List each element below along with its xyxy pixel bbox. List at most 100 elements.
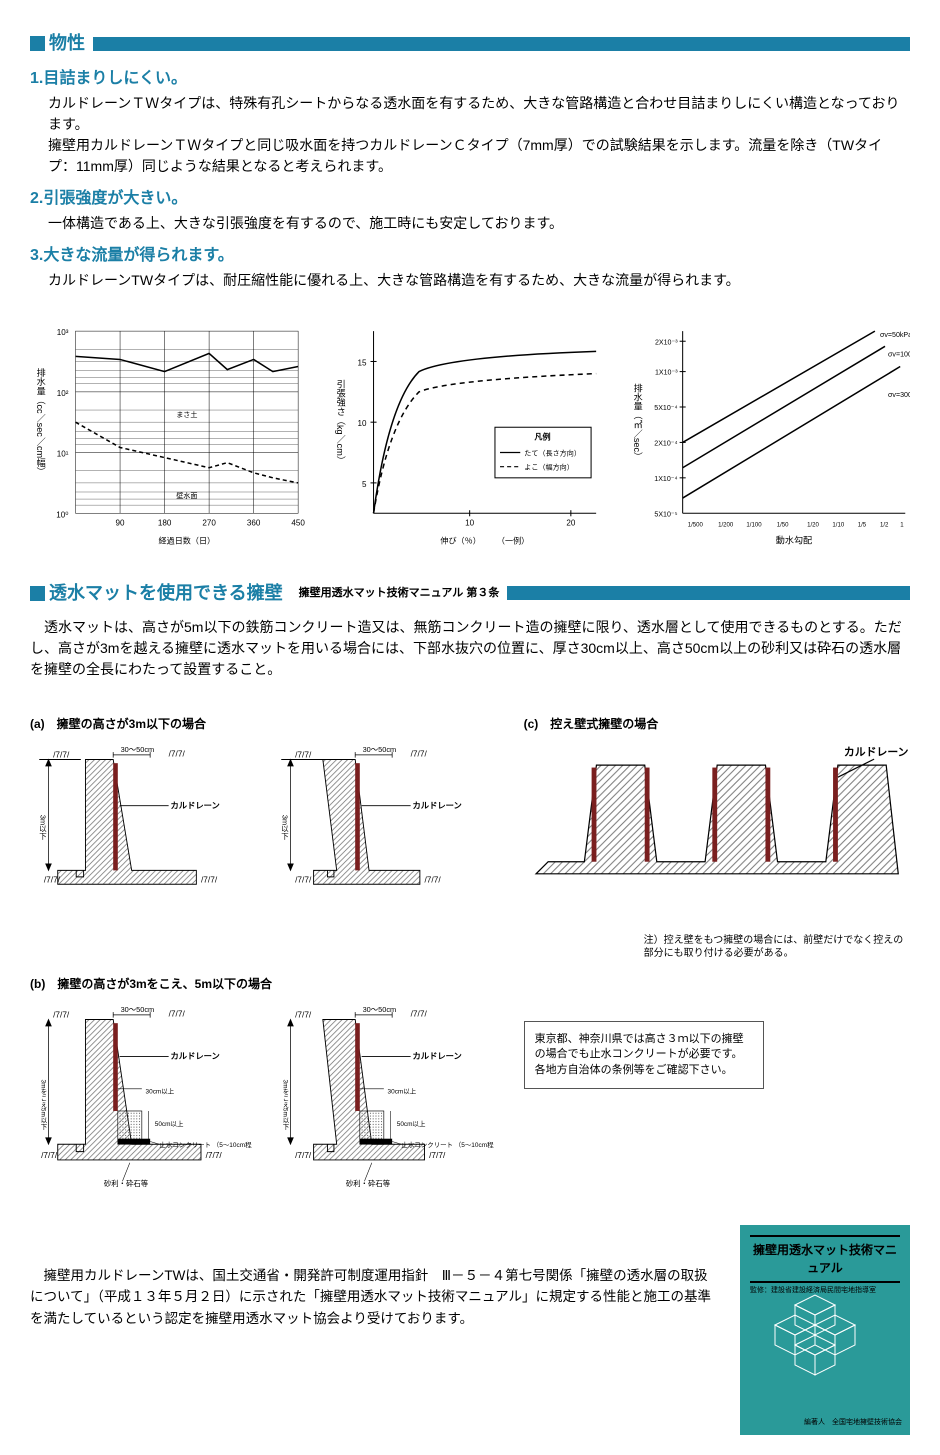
- svg-text:/7/7/: /7/7/: [44, 874, 61, 884]
- svg-text:/7/7/: /7/7/: [295, 749, 312, 759]
- svg-text:σv=300kPa: σv=300kPa: [888, 391, 910, 399]
- section2-header: 透水マットを使用できる擁壁 擁壁用透水マット技術マニュアル 第３条: [30, 580, 910, 607]
- notebox: 東京都、神奈川県では高さ３ｍ以下の擁壁の場合でも止水コンクリートが必要です。各地…: [524, 1021, 764, 1089]
- charts-row: 10³ 10² 10¹ 10⁰ 90 180 270 360 450 経過日数（…: [30, 321, 910, 560]
- svg-text:/7/7/: /7/7/: [169, 1009, 186, 1019]
- bottom-text: 擁壁用カルドレーンTWは、国土交通省・開発許可制度運用指針 Ⅲ－５－４第七号関係…: [30, 1265, 720, 1330]
- svg-text:伸び（％） （一例）: 伸び（％） （一例）: [441, 536, 530, 546]
- svg-text:砂利・砕石等: 砂利・砕石等: [346, 1179, 391, 1188]
- square-icon: [30, 36, 45, 51]
- svg-text:180: 180: [158, 518, 172, 527]
- section1-header: 物性: [30, 30, 910, 57]
- diagram-a1: /7/7/ 30～50cm /7/7/: [30, 741, 252, 898]
- bottom-row: 擁壁用カルドレーンTWは、国土交通省・開発許可制度運用指針 Ⅲ－５－４第七号関係…: [30, 1225, 910, 1435]
- diagram-b-label: (b) 擁壁の高さが3mをこえ、5m以下の場合: [30, 975, 910, 993]
- svg-text:σv=50kPa: σv=50kPa: [880, 331, 910, 339]
- svg-text:1/500: 1/500: [687, 522, 703, 528]
- svg-text:1X10⁻³: 1X10⁻³: [655, 369, 678, 377]
- item-2-body: 一体構造である上、大きな引張強度を有するので、施工時にも安定しております。: [48, 213, 910, 234]
- svg-text:30～50cm: 30～50cm: [362, 745, 396, 754]
- svg-text:10¹: 10¹: [57, 450, 69, 459]
- svg-text:動水勾配: 動水勾配: [775, 535, 811, 546]
- item-3-heading: 3.大きな流量が得られます。: [30, 244, 910, 268]
- svg-text:20: 20: [567, 518, 576, 527]
- section2-sublabel: 擁壁用透水マット技術マニュアル 第３条: [299, 585, 500, 602]
- svg-text:5X10⁻⁴: 5X10⁻⁴: [654, 404, 677, 412]
- diagram-c-label: (c) 控え壁式擁壁の場合: [524, 715, 910, 733]
- item-1-heading: 1.目詰まりしにくい。: [30, 67, 910, 91]
- svg-text:450: 450: [291, 518, 305, 527]
- svg-text:/7/7/: /7/7/: [295, 874, 312, 884]
- svg-text:/7/7/: /7/7/: [429, 1150, 446, 1160]
- svg-text:10: 10: [465, 518, 474, 527]
- svg-text:砂利・砕石等: 砂利・砕石等: [104, 1179, 149, 1188]
- svg-text:3m以下: 3m以下: [280, 815, 289, 841]
- square-icon: [30, 586, 45, 601]
- svg-text:まさ土: まさ土: [176, 410, 197, 419]
- svg-text:σv=100kPa: σv=100kPa: [888, 350, 910, 358]
- svg-text:カルドレーン: カルドレーン: [412, 1051, 461, 1061]
- svg-text:1/20: 1/20: [807, 522, 819, 528]
- section1-title: 物性: [49, 30, 85, 57]
- svg-text:30cm以上: 30cm以上: [387, 1086, 416, 1095]
- svg-text:1/2: 1/2: [880, 522, 889, 528]
- svg-text:30～50cm: 30～50cm: [362, 1005, 396, 1014]
- svg-text:止水コンクリート （5～10cm程度）: 止水コンクリート （5～10cm程度）: [159, 1140, 251, 1149]
- svg-text:/7/7/: /7/7/: [53, 749, 70, 759]
- svg-text:90: 90: [116, 518, 125, 527]
- chart-1: 10³ 10² 10¹ 10⁰ 90 180 270 360 450 経過日数（…: [30, 321, 313, 560]
- svg-text:/7/7/: /7/7/: [410, 1009, 427, 1019]
- svg-text:1X10⁻⁴: 1X10⁻⁴: [654, 475, 677, 483]
- item-2-heading: 2.引張強度が大きい。: [30, 187, 910, 211]
- svg-text:壁水面: 壁水面: [176, 491, 197, 500]
- svg-text:/7/7/: /7/7/: [410, 748, 427, 758]
- svg-text:50cm以上: 50cm以上: [397, 1119, 426, 1128]
- svg-text:3mをこえ5m以下: 3mをこえ5m以下: [39, 1079, 46, 1130]
- section2-title: 透水マットを使用できる擁壁: [49, 580, 283, 607]
- svg-text:/7/7/: /7/7/: [41, 1150, 58, 1160]
- svg-text:/7/7/: /7/7/: [53, 1009, 70, 1019]
- svg-text:排水量（cc／sec／cm幅）: 排水量（cc／sec／cm幅）: [35, 367, 46, 476]
- diagram-c: カルドレーン: [524, 741, 910, 922]
- manual-footer: 編著人 全国宅地擁壁技術協会: [804, 1418, 902, 1429]
- svg-text:360: 360: [247, 518, 261, 527]
- svg-text:2X10⁻⁴: 2X10⁻⁴: [654, 439, 677, 447]
- header-bar: [93, 37, 910, 51]
- svg-text:1/10: 1/10: [832, 522, 844, 528]
- svg-text:5: 5: [362, 480, 367, 489]
- svg-text:3mをこえ5m以下: 3mをこえ5m以下: [281, 1079, 288, 1130]
- svg-text:2X10⁻³: 2X10⁻³: [655, 338, 678, 346]
- svg-text:/7/7/: /7/7/: [201, 874, 218, 884]
- diagram-b1: /7/7/ 30～50cm /7/7/ 3mをこえ5m以下: [30, 1001, 252, 1195]
- svg-text:10⁰: 10⁰: [56, 510, 68, 519]
- manual-cover: 擁壁用透水マット技術マニュアル 監修：建設省建設経済局民間宅地指導室 編著人 全…: [740, 1225, 910, 1435]
- svg-text:/7/7/: /7/7/: [295, 1150, 312, 1160]
- diagram-c-note: 注）控え壁をもつ擁壁の場合には、前壁だけでなく控えの部分にも取り付ける必要がある…: [644, 934, 910, 960]
- svg-text:3m以下: 3m以下: [38, 815, 47, 841]
- svg-text:270: 270: [202, 518, 216, 527]
- item-2: 2.引張強度が大きい。 一体構造である上、大きな引張強度を有するので、施工時にも…: [30, 187, 910, 234]
- svg-text:カルドレーン: カルドレーン: [844, 745, 909, 758]
- svg-text:止水コンクリート （5～10cm程度）: 止水コンクリート （5～10cm程度）: [401, 1140, 493, 1149]
- svg-text:カルドレーン: カルドレーン: [170, 1051, 219, 1061]
- svg-text:30～50cm: 30～50cm: [121, 745, 155, 754]
- item-1: 1.目詰まりしにくい。 カルドレーンＴＷタイプは、特殊有孔シートからなる透水面を…: [30, 67, 910, 177]
- svg-text:10: 10: [358, 419, 367, 428]
- svg-text:カルドレーン: カルドレーン: [170, 800, 219, 810]
- header-bar: [507, 586, 910, 600]
- svg-text:カルドレーン: カルドレーン: [412, 800, 461, 810]
- item-3-body: カルドレーンTWタイプは、耐圧縮性能に優れる上、大きな管路構造を有するため、大き…: [48, 270, 910, 291]
- svg-text:1/100: 1/100: [746, 522, 762, 528]
- diagram-b2: /7/7/ 30～50cm /7/7/ 3mをこえ5m以下: [272, 1001, 494, 1195]
- svg-text:/7/7/: /7/7/: [295, 1009, 312, 1019]
- svg-text:30cm以上: 30cm以上: [146, 1086, 175, 1095]
- svg-text:1: 1: [900, 522, 904, 528]
- svg-text:15: 15: [358, 359, 367, 368]
- svg-text:/7/7/: /7/7/: [424, 874, 441, 884]
- svg-text:10³: 10³: [57, 328, 69, 337]
- svg-text:30～50cm: 30～50cm: [121, 1005, 155, 1014]
- svg-text:1/5: 1/5: [857, 522, 866, 528]
- svg-text:経過日数（日）: 経過日数（日）: [159, 536, 216, 546]
- diagrams: (a) 擁壁の高さが3m以下の場合 /7/7/: [30, 700, 910, 1195]
- cube-pattern-icon: [765, 1285, 885, 1385]
